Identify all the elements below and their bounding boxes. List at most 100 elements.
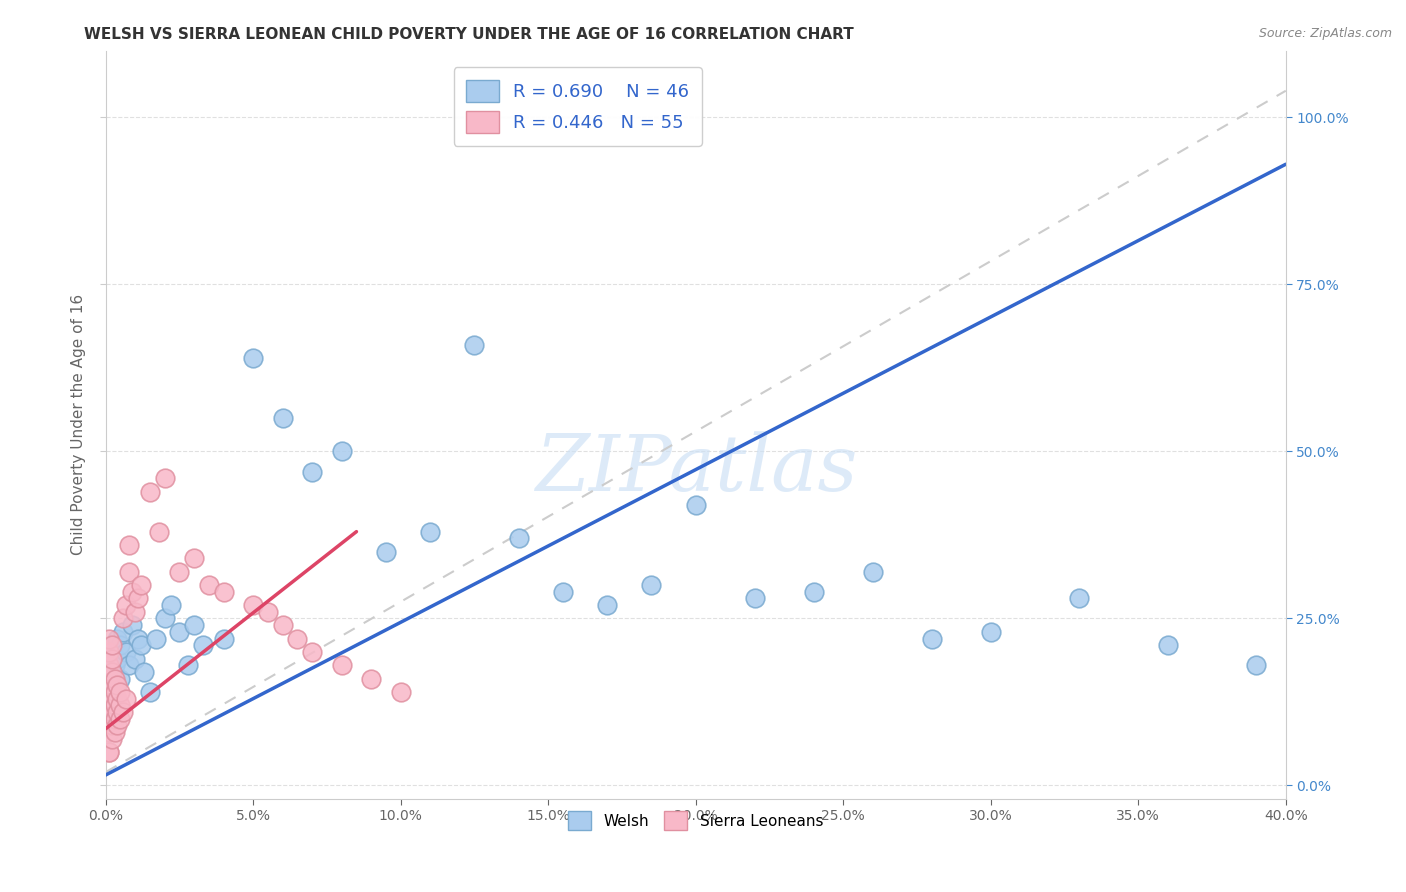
Point: [107, 678, 129, 692]
Text: ZIPatlas: ZIPatlas: [534, 432, 856, 508]
Text: WELSH VS SIERRA LEONEAN CHILD POVERTY UNDER THE AGE OF 16 CORRELATION CHART: WELSH VS SIERRA LEONEAN CHILD POVERTY UN…: [84, 27, 853, 42]
Point: [257, 605, 280, 619]
Point: [107, 632, 129, 646]
Point: [103, 685, 125, 699]
Point: [107, 718, 129, 732]
Point: [112, 624, 135, 639]
Point: [271, 618, 294, 632]
Point: [685, 498, 707, 512]
Point: [596, 598, 619, 612]
Legend: Welsh, Sierra Leoneans: Welsh, Sierra Leoneans: [562, 805, 830, 836]
Point: [271, 411, 294, 425]
Point: [287, 632, 309, 646]
Point: [112, 611, 135, 625]
Point: [103, 712, 125, 726]
Point: [107, 705, 129, 719]
Point: [100, 638, 122, 652]
Point: [110, 638, 132, 652]
Point: [862, 565, 884, 579]
Point: [110, 712, 132, 726]
Point: [198, 578, 221, 592]
Point: [97, 745, 120, 759]
Point: [139, 685, 162, 699]
Point: [97, 698, 120, 713]
Point: [803, 584, 825, 599]
Point: [127, 591, 149, 606]
Point: [169, 624, 191, 639]
Point: [110, 685, 132, 699]
Point: [97, 745, 120, 759]
Point: [103, 658, 125, 673]
Point: [419, 524, 441, 539]
Point: [242, 351, 264, 365]
Point: [1246, 658, 1268, 673]
Point: [330, 444, 353, 458]
Point: [177, 658, 200, 673]
Point: [191, 638, 214, 652]
Point: [129, 638, 152, 652]
Point: [100, 731, 122, 746]
Point: [97, 645, 120, 659]
Point: [148, 524, 170, 539]
Point: [153, 471, 176, 485]
Point: [389, 685, 412, 699]
Point: [1069, 591, 1091, 606]
Point: [97, 685, 120, 699]
Point: [100, 678, 122, 692]
Point: [118, 565, 141, 579]
Text: Source: ZipAtlas.com: Source: ZipAtlas.com: [1258, 27, 1392, 40]
Point: [97, 672, 120, 686]
Point: [100, 651, 122, 665]
Point: [103, 678, 125, 692]
Point: [100, 705, 122, 719]
Point: [97, 712, 120, 726]
Point: [118, 538, 141, 552]
Point: [97, 725, 120, 739]
Point: [980, 624, 1002, 639]
Point: [640, 578, 662, 592]
Point: [112, 705, 135, 719]
Point: [124, 605, 146, 619]
Point: [129, 578, 152, 592]
Y-axis label: Child Poverty Under the Age of 16: Child Poverty Under the Age of 16: [72, 294, 86, 556]
Point: [145, 632, 167, 646]
Point: [127, 632, 149, 646]
Point: [508, 531, 530, 545]
Point: [242, 598, 264, 612]
Point: [103, 698, 125, 713]
Point: [115, 645, 138, 659]
Point: [110, 698, 132, 713]
Point: [301, 465, 323, 479]
Point: [110, 672, 132, 686]
Point: [97, 632, 120, 646]
Point: [107, 651, 129, 665]
Point: [183, 551, 205, 566]
Point: [100, 665, 122, 679]
Point: [103, 725, 125, 739]
Point: [100, 691, 122, 706]
Point: [463, 337, 485, 351]
Point: [551, 584, 574, 599]
Point: [1157, 638, 1180, 652]
Point: [921, 632, 943, 646]
Point: [97, 658, 120, 673]
Point: [100, 718, 122, 732]
Point: [375, 544, 398, 558]
Point: [744, 591, 766, 606]
Point: [124, 651, 146, 665]
Point: [118, 658, 141, 673]
Point: [132, 665, 155, 679]
Point: [100, 645, 122, 659]
Point: [100, 665, 122, 679]
Point: [97, 691, 120, 706]
Point: [301, 645, 323, 659]
Point: [153, 611, 176, 625]
Point: [103, 672, 125, 686]
Point: [330, 658, 353, 673]
Point: [115, 598, 138, 612]
Point: [121, 618, 143, 632]
Point: [115, 691, 138, 706]
Point: [139, 484, 162, 499]
Point: [183, 618, 205, 632]
Point: [360, 672, 382, 686]
